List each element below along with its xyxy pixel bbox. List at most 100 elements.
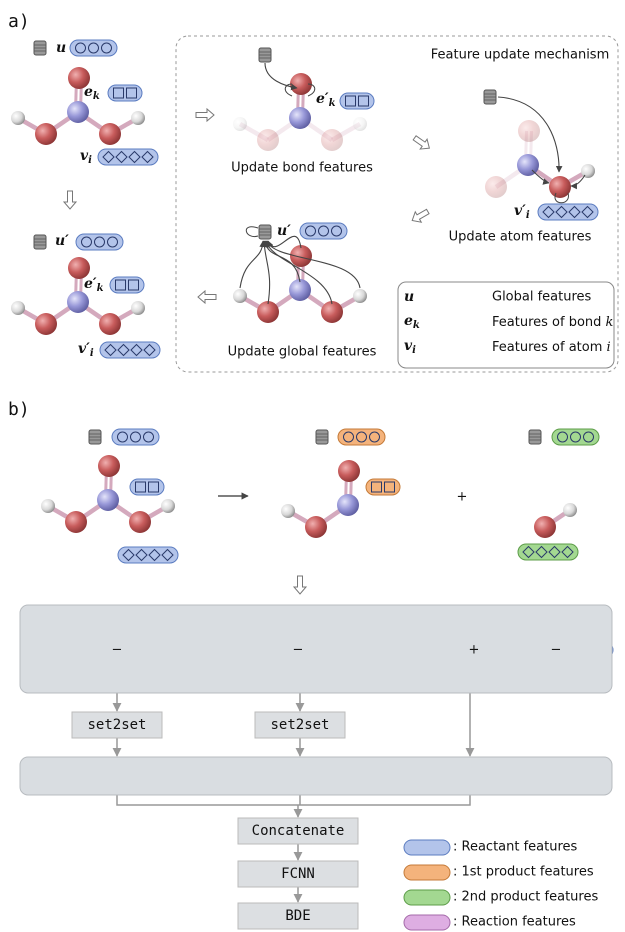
atom	[517, 154, 539, 176]
pill-body	[552, 429, 599, 445]
database-icon	[89, 430, 101, 444]
merge-line	[117, 795, 470, 805]
atom	[337, 494, 359, 516]
legend-var: i	[607, 340, 611, 355]
atom	[534, 516, 556, 538]
atom	[563, 503, 577, 517]
atom	[581, 164, 595, 178]
symbol-sub: i	[412, 345, 416, 356]
pill-body	[538, 204, 598, 220]
pill-body	[300, 223, 347, 239]
pill-body	[100, 342, 160, 358]
module-label: Concatenate	[252, 823, 345, 839]
symbol: e′k	[84, 276, 104, 294]
atom	[321, 301, 343, 323]
legend-text: Global features	[492, 290, 592, 305]
symbol-base: v′	[78, 341, 90, 357]
pill-body	[338, 429, 385, 445]
pill-body	[76, 234, 123, 250]
pill-body	[518, 544, 578, 560]
legend-text: Features of bond k	[492, 315, 614, 330]
update-arrow	[267, 241, 360, 288]
atom	[161, 499, 175, 513]
symbol-sub: i	[526, 210, 530, 221]
pill-body	[112, 429, 159, 445]
step-arrow	[196, 109, 214, 121]
minus: −	[112, 643, 123, 658]
symbol: u′	[277, 223, 291, 239]
atom	[281, 504, 295, 518]
atom	[99, 123, 121, 145]
legend-symbol: u	[404, 289, 414, 305]
atom	[257, 301, 279, 323]
minus: −	[551, 643, 562, 658]
legend-var: k	[606, 315, 614, 330]
module-label: FCNN	[281, 866, 315, 882]
atom	[485, 176, 507, 198]
symbol-sub: i	[90, 348, 94, 359]
feature-pill	[338, 429, 385, 445]
step-arrow	[294, 576, 306, 594]
symbol-base: e′	[316, 91, 329, 107]
legend-text: : Reactant features	[453, 840, 578, 855]
feature-pill	[130, 479, 164, 495]
atom	[131, 301, 145, 315]
update-arrow	[240, 241, 263, 288]
database-icon	[316, 430, 328, 444]
pill-body	[118, 547, 178, 563]
atom	[289, 107, 311, 129]
atom	[353, 117, 367, 131]
reaction-box	[20, 757, 612, 795]
symbol: ek	[84, 84, 100, 102]
symbol-base: u′	[55, 233, 69, 249]
diagram: a) Feature update mechanism u ek vi u′ e…	[0, 0, 625, 932]
difference-box	[20, 605, 612, 693]
legend-swatch	[404, 865, 450, 880]
atom	[289, 279, 311, 301]
feature-pill	[112, 429, 159, 445]
feature-pill	[108, 85, 142, 101]
legend-text-main: Features of bond	[492, 315, 601, 330]
step-arrow	[64, 191, 76, 209]
minus: −	[293, 643, 304, 658]
symbol: u′	[55, 233, 69, 249]
panel-label: a)	[8, 11, 30, 32]
atom	[35, 123, 57, 145]
legend-text-main: Features of atom	[492, 340, 602, 355]
legend-swatch	[404, 915, 450, 930]
pill-body	[98, 149, 158, 165]
legend-text: : 1st product features	[453, 865, 594, 880]
symbol: e′k	[316, 91, 336, 109]
symbol-base: e	[404, 313, 413, 329]
symbol: vi	[80, 148, 92, 166]
symbol-sub: i	[88, 155, 92, 166]
feature-pill	[366, 479, 400, 495]
legend-swatch	[404, 840, 450, 855]
pill-body	[70, 40, 117, 56]
atom	[518, 120, 540, 142]
atom	[11, 111, 25, 125]
symbol-sub: k	[97, 283, 104, 294]
atom	[233, 117, 247, 131]
symbol-base: v′	[514, 203, 526, 219]
plus: +	[469, 643, 480, 658]
symbol-base: e	[84, 84, 93, 100]
module-label: set2set	[270, 717, 329, 733]
atom	[305, 516, 327, 538]
symbol-base: e′	[84, 276, 97, 292]
step-arrow	[409, 206, 431, 225]
feature-pill	[300, 223, 347, 239]
feature-pill	[118, 547, 178, 563]
database-icon	[259, 225, 271, 239]
database-icon	[34, 235, 46, 249]
atom	[97, 489, 119, 511]
feature-pill	[552, 429, 599, 445]
symbol-base: u	[404, 289, 414, 305]
database-icon	[259, 48, 271, 62]
symbol: v′i	[514, 203, 530, 221]
atom	[98, 455, 120, 477]
feature-pill	[538, 204, 598, 220]
feature-pill	[110, 277, 144, 293]
step-arrow	[198, 291, 216, 303]
feature-pill	[70, 40, 117, 56]
